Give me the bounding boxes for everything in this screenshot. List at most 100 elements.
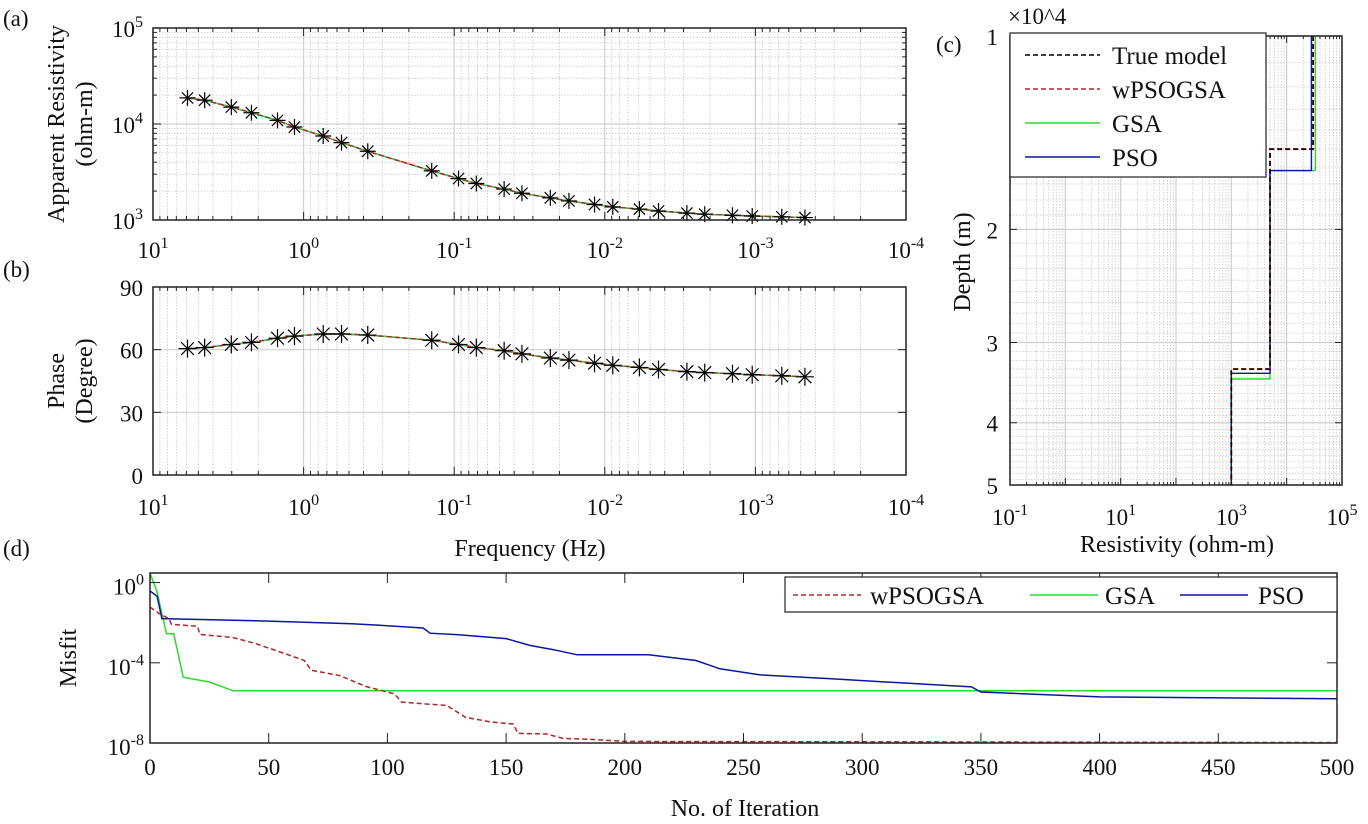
asterisk-marker xyxy=(268,329,287,348)
b-ylabel-line1: Phase xyxy=(44,353,70,409)
asterisk-marker xyxy=(223,99,240,116)
asterisk-arm xyxy=(698,208,711,221)
asterisk-marker xyxy=(724,207,741,224)
d-ytick-label: 10-8 xyxy=(108,732,144,760)
asterisk-arm xyxy=(562,353,576,367)
d-legend-label: PSO xyxy=(1258,583,1304,610)
d-xtick-label: 100 xyxy=(370,755,405,780)
asterisk-marker xyxy=(631,201,648,218)
d-xtick-label: 350 xyxy=(964,755,999,780)
asterisk-marker xyxy=(696,206,713,223)
asterisk-marker xyxy=(496,181,513,198)
asterisk-arm xyxy=(224,337,239,352)
c-y-multiplier: ×10^4 xyxy=(1008,4,1067,29)
asterisk-arm xyxy=(316,327,330,341)
a-ytick-label: 103 xyxy=(112,206,143,234)
b-xtick-label: 10-1 xyxy=(436,492,472,520)
asterisk-marker xyxy=(723,364,742,383)
d-xlabel: No. of Iteration xyxy=(671,796,820,822)
asterisk-marker xyxy=(743,365,762,384)
asterisk-arm xyxy=(245,106,258,119)
b-xtick-label: 100 xyxy=(288,492,319,520)
asterisk-arm xyxy=(317,129,330,143)
d-legend-label: GSA xyxy=(1105,583,1155,610)
asterisk-marker xyxy=(650,203,667,220)
panel-label-b: (b) xyxy=(3,257,30,282)
c-legend: True model wPSOGSA GSA PSO xyxy=(1009,32,1267,178)
a-axes-box xyxy=(152,27,907,221)
b-xtick-label: 10-2 xyxy=(587,492,623,520)
asterisk-marker xyxy=(242,333,261,352)
panel-label-d: (d) xyxy=(3,536,30,561)
asterisk-marker xyxy=(314,325,333,343)
d-legend: wPSOGSA GSA PSO xyxy=(784,576,1338,613)
asterisk-arm xyxy=(271,114,284,127)
asterisk-arm xyxy=(424,333,439,348)
asterisk-arm xyxy=(726,209,739,222)
b-ytick-label: 90 xyxy=(120,276,143,301)
asterisk-marker xyxy=(333,134,350,151)
asterisk-arm xyxy=(335,136,348,149)
asterisk-marker xyxy=(678,205,695,222)
d-curve-wpsogsa xyxy=(149,606,1338,744)
asterisk-marker xyxy=(358,326,377,345)
c-legend-label: GSA xyxy=(1112,111,1162,138)
d-xtick-label: 50 xyxy=(257,755,280,780)
asterisk-arm xyxy=(562,194,576,208)
asterisk-arm xyxy=(775,368,789,383)
asterisk-marker xyxy=(359,143,376,160)
asterisk-marker xyxy=(315,127,332,144)
asterisk-marker xyxy=(512,344,531,363)
asterisk-arm xyxy=(632,360,647,375)
asterisk-marker xyxy=(179,89,196,106)
d-ytick-label: 100 xyxy=(113,572,144,600)
asterisk-arm xyxy=(606,200,619,213)
b-xlabel: Frequency (Hz) xyxy=(454,536,605,562)
asterisk-arm xyxy=(798,211,812,224)
a-curve-GSA xyxy=(187,97,805,219)
c-legend-label: wPSOGSA xyxy=(1112,77,1226,104)
grid-layer xyxy=(152,28,1343,486)
asterisk-marker xyxy=(332,325,351,343)
asterisk-marker xyxy=(449,335,468,354)
b-ytick-label: 0 xyxy=(132,464,144,489)
d-xtick-label: 250 xyxy=(726,755,761,780)
asterisk-marker xyxy=(422,331,441,350)
asterisk-marker xyxy=(285,327,304,346)
asterisk-marker xyxy=(695,363,714,382)
c-legend-label: True model xyxy=(1112,43,1227,70)
d-curve-pso xyxy=(149,590,1338,700)
asterisk-marker xyxy=(468,175,485,192)
asterisk-arm xyxy=(425,164,438,177)
d-xtick-label: 300 xyxy=(845,755,880,780)
b-xtick-label: 101 xyxy=(138,492,169,520)
asterisk-arm xyxy=(588,198,601,211)
legend-layer: True model wPSOGSA GSA PSO wPSOGSA GSA PSO xyxy=(784,32,1338,613)
asterisk-marker xyxy=(649,360,668,379)
asterisk-marker xyxy=(603,356,622,375)
asterisk-arm xyxy=(244,335,259,350)
asterisk-marker xyxy=(513,185,530,202)
c-xtick-label: 105 xyxy=(1327,502,1358,530)
asterisk-arm xyxy=(451,337,466,352)
asterisk-marker xyxy=(677,362,696,381)
d-xtick-label: 500 xyxy=(1320,755,1355,780)
asterisk-arm xyxy=(270,331,285,345)
asterisk-marker xyxy=(195,338,214,357)
a-curve-PSO xyxy=(187,97,805,219)
asterisk-arm xyxy=(652,204,665,218)
asterisk-arm xyxy=(470,177,483,190)
panel-label-c: (c) xyxy=(936,32,962,57)
d-ytick-label: 10-4 xyxy=(108,652,144,680)
asterisk-marker xyxy=(222,335,241,354)
a-ylabel-line2: (ohm-m) xyxy=(72,81,98,166)
asterisk-arm xyxy=(606,358,620,373)
d-axes-box xyxy=(149,572,1338,744)
asterisk-marker xyxy=(495,341,514,360)
asterisk-marker xyxy=(467,338,486,357)
asterisk-arm xyxy=(287,329,302,343)
data-layer xyxy=(149,36,1338,744)
asterisk-arm xyxy=(745,367,759,382)
a-ytick-label: 104 xyxy=(112,110,143,138)
